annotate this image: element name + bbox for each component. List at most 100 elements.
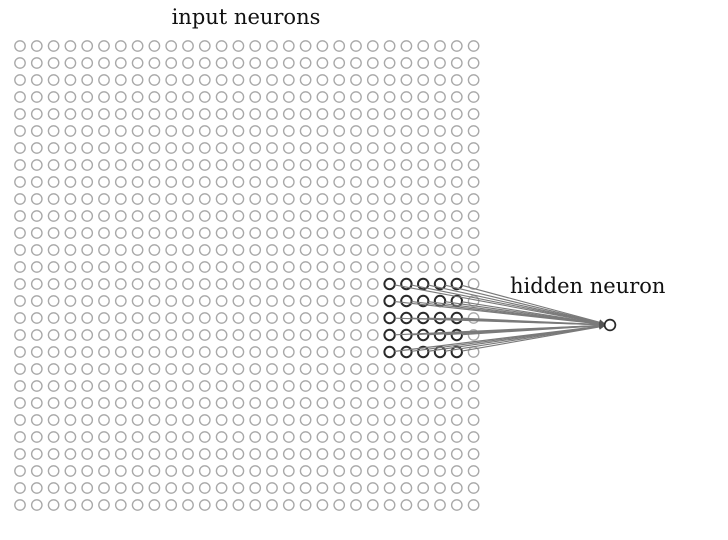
input-neuron (148, 108, 161, 120)
input-neuron (282, 244, 295, 256)
input-neuron (266, 74, 278, 86)
input-neuron (383, 244, 396, 256)
input-neuron (434, 159, 446, 171)
input-neuron (266, 312, 278, 324)
input-neuron (434, 108, 446, 120)
receptive-field-neuron (433, 328, 447, 342)
input-neuron (14, 193, 26, 205)
input-neuron (366, 448, 379, 460)
input-neuron (266, 448, 278, 460)
input-neuron (47, 125, 60, 137)
input-neuron (165, 380, 178, 392)
input-neuron (215, 380, 228, 392)
input-neuron (232, 57, 245, 69)
input-neuron (165, 176, 178, 188)
input-neuron (148, 448, 161, 460)
input-neuron (299, 142, 312, 154)
input-neuron (316, 329, 329, 341)
input-neuron (165, 295, 178, 307)
connection-line (461, 322, 605, 336)
input-neuron (316, 448, 329, 460)
input-neuron (249, 210, 262, 222)
input-neuron (47, 414, 60, 426)
input-neuron (114, 414, 127, 426)
input-neuron (30, 448, 43, 460)
input-neuron (14, 363, 26, 375)
input-neuron (434, 210, 446, 222)
input-neuron (198, 295, 211, 307)
input-neuron (148, 329, 161, 341)
input-neuron (198, 261, 211, 273)
input-neuron (114, 108, 127, 120)
input-neuron (64, 431, 77, 443)
input-neuron (98, 312, 110, 324)
input-neuron (182, 176, 194, 188)
input-neuron (98, 125, 110, 137)
input-neuron (400, 363, 413, 375)
input-neuron (249, 74, 262, 86)
input-neuron (14, 346, 26, 358)
input-neuron (383, 465, 396, 477)
input-neuron (215, 176, 228, 188)
input-neuron (182, 448, 194, 460)
input-neuron (131, 414, 144, 426)
input-neuron (81, 244, 94, 256)
input-neuron (366, 261, 379, 273)
input-neuron (131, 91, 144, 103)
input-neuron (47, 380, 60, 392)
input-neuron (198, 125, 211, 137)
input-neuron (467, 380, 480, 392)
input-neuron (198, 414, 211, 426)
input-neuron (417, 363, 430, 375)
input-neuron (131, 465, 144, 477)
input-neuron (64, 57, 77, 69)
input-neuron (81, 142, 94, 154)
input-neuron (400, 193, 413, 205)
input-neuron (316, 397, 329, 409)
input-neuron (350, 210, 362, 222)
input-neuron (131, 176, 144, 188)
input-neuron (47, 108, 60, 120)
input-neuron (14, 380, 26, 392)
input-neuron (316, 227, 329, 239)
input-neuron (467, 278, 480, 290)
input-neuron (114, 261, 127, 273)
input-neuron (450, 74, 463, 86)
input-neuron (215, 227, 228, 239)
input-neuron (366, 380, 379, 392)
input-neuron (316, 244, 329, 256)
input-neuron (450, 414, 463, 426)
input-neuron (81, 431, 94, 443)
input-neuron (64, 295, 77, 307)
input-neuron (450, 244, 463, 256)
input-neuron (232, 363, 245, 375)
input-neuron (350, 57, 362, 69)
input-neuron (450, 363, 463, 375)
input-neuron (299, 431, 312, 443)
input-neuron (417, 159, 430, 171)
input-neuron (114, 91, 127, 103)
input-neuron (30, 414, 43, 426)
input-neuron (215, 74, 228, 86)
input-neuron (165, 193, 178, 205)
input-neuron (215, 448, 228, 460)
input-neuron (165, 210, 178, 222)
input-neuron (467, 261, 480, 273)
input-neuron (366, 363, 379, 375)
input-neuron (266, 108, 278, 120)
input-neuron (30, 142, 43, 154)
input-neuron (366, 295, 379, 307)
input-neuron (282, 74, 295, 86)
input-neuron (182, 380, 194, 392)
input-neuron (30, 91, 43, 103)
input-neuron (114, 380, 127, 392)
input-neuron (467, 363, 480, 375)
input-neuron (98, 57, 110, 69)
input-neuron (198, 159, 211, 171)
input-neuron (114, 142, 127, 154)
input-neuron (434, 176, 446, 188)
input-neuron (383, 57, 396, 69)
input-neuron (249, 363, 262, 375)
input-neuron (299, 227, 312, 239)
connection-line (428, 284, 605, 326)
